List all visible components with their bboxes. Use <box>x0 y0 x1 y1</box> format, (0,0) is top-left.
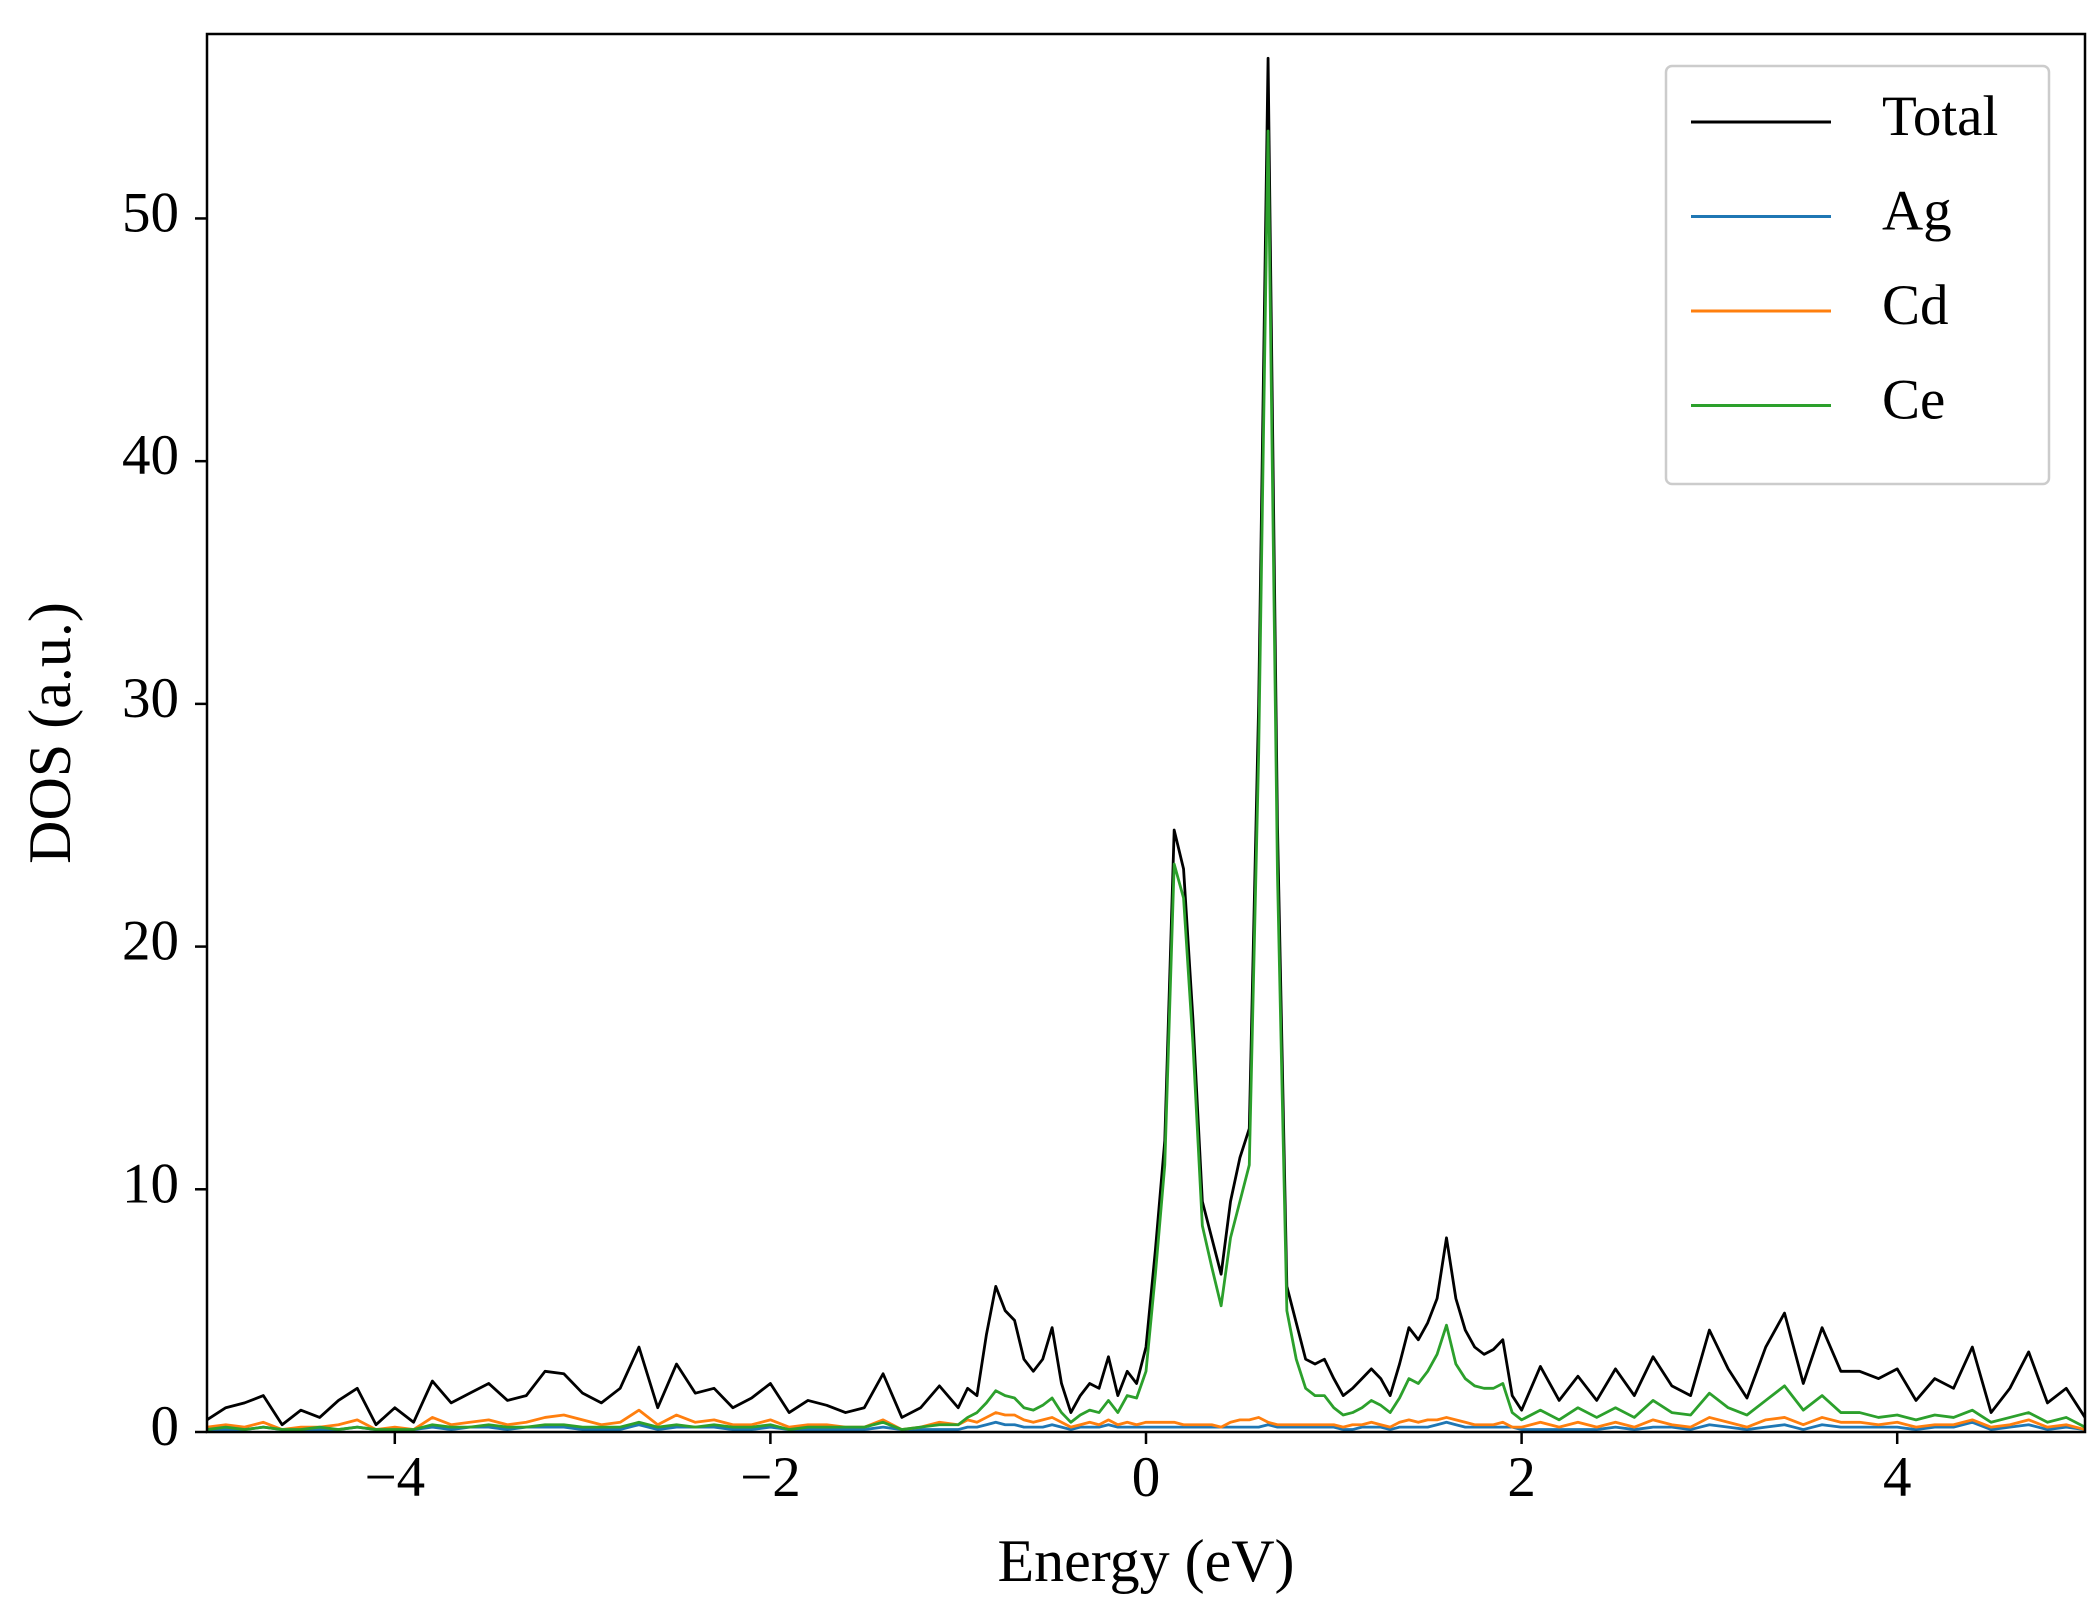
y-tick-label: 30 <box>122 667 179 730</box>
legend-label: Cd <box>1882 274 1949 337</box>
y-tick-label: 20 <box>122 910 179 973</box>
legend-box <box>1664 64 2051 486</box>
x-tick-label: −2 <box>740 1446 801 1509</box>
series-line <box>207 1420 2086 1431</box>
series-line <box>206 129 2086 1431</box>
legend-label: Ag <box>1882 180 1952 243</box>
y-tick-label: 0 <box>151 1395 180 1458</box>
legend-label: Total <box>1882 85 1998 148</box>
x-tick-label: 2 <box>1507 1446 1536 1509</box>
y-tick-label: 50 <box>122 182 179 245</box>
plot-area <box>206 56 2087 1431</box>
x-tick-label: −4 <box>364 1446 425 1509</box>
x-tick-label: 0 <box>1132 1446 1161 1509</box>
y-axis-label: DOS (a.u.) <box>17 602 83 864</box>
x-tick-label: 4 <box>1883 1446 1912 1509</box>
legend-label: Ce <box>1882 369 1945 432</box>
y-tick-label: 40 <box>122 424 179 487</box>
series-line <box>206 56 2087 1427</box>
x-axis-label: Energy (eV) <box>997 1528 1294 1594</box>
y-tick-label: 10 <box>122 1152 179 1215</box>
series-line <box>206 1408 2086 1431</box>
